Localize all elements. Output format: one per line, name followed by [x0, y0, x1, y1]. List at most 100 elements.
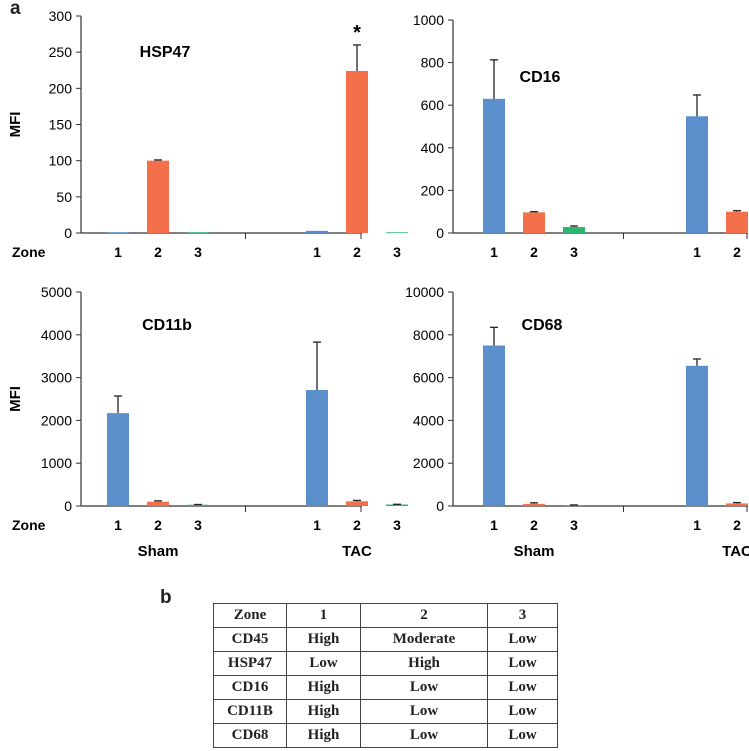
table-cell: High — [286, 723, 361, 748]
y-tick-label: 0 — [436, 225, 444, 241]
bar — [346, 501, 368, 506]
x-tick-label: 1 — [313, 517, 321, 533]
y-tick-label: 50 — [56, 189, 72, 205]
bar — [483, 345, 505, 506]
y-tick-label: 1000 — [413, 12, 444, 28]
table-cell: CD11B — [213, 699, 287, 724]
table-header-cell: Zone — [213, 603, 287, 628]
y-tick-label: 600 — [421, 97, 445, 113]
table-cell: Low — [360, 699, 488, 724]
bar — [147, 501, 169, 506]
panel-label-b: b — [160, 587, 172, 608]
table-row: CD11B High Low Low — [213, 699, 558, 724]
chart-title: CD11b — [142, 317, 192, 334]
bar — [523, 212, 545, 233]
table-cell: Low — [360, 723, 488, 748]
x-tick-label: 1 — [490, 517, 498, 533]
bar — [306, 230, 328, 233]
chart-title: CD68 — [522, 317, 563, 334]
bar — [187, 504, 209, 506]
x-tick-label: 1 — [490, 244, 498, 260]
y-tick-label: 0 — [64, 225, 72, 241]
bar — [726, 211, 748, 233]
y-tick-label: 800 — [421, 55, 445, 71]
zone-summary-table: Zone 1 2 3 CD45 High Moderate Low HSP47 Low High L… — [213, 603, 558, 748]
y-tick-label: 2000 — [413, 455, 444, 471]
table-row: HSP47 Low High Low — [213, 651, 558, 676]
table-cell: High — [286, 699, 361, 724]
x-axis-zone-label: Zone — [12, 517, 46, 533]
x-tick-label: 3 — [194, 244, 202, 260]
x-tick-label: 3 — [570, 517, 578, 533]
table-cell: CD45 — [213, 627, 287, 652]
y-tick-label: 4000 — [413, 412, 444, 428]
bar — [306, 390, 328, 506]
y-tick-label: 4000 — [41, 327, 72, 343]
bar — [686, 116, 708, 233]
y-tick-label: 8000 — [413, 327, 444, 343]
x-tick-label: 2 — [530, 244, 538, 260]
y-tick-label: 3000 — [41, 370, 72, 386]
y-tick-label: 300 — [49, 8, 73, 24]
y-tick-label: 1000 — [41, 455, 72, 471]
x-tick-label: 1 — [693, 517, 701, 533]
bar — [686, 365, 708, 506]
table-header-cell: 1 — [286, 603, 361, 628]
table-header-row: Zone 1 2 3 — [213, 603, 558, 628]
x-tick-label: 2 — [353, 244, 361, 260]
y-tick-label: 100 — [49, 153, 73, 169]
bar — [386, 232, 408, 234]
x-tick-label: 1 — [693, 244, 701, 260]
y-tick-label: 0 — [436, 498, 444, 514]
group-label: TAC — [722, 543, 749, 560]
x-tick-label: 3 — [194, 517, 202, 533]
table-row: CD45 High Moderate Low — [213, 627, 558, 652]
y-axis-label: MFI — [7, 112, 24, 138]
y-tick-label: 150 — [49, 117, 73, 133]
group-label: Sham — [514, 543, 555, 560]
x-tick-label: 3 — [393, 517, 401, 533]
x-tick-label: 1 — [313, 244, 321, 260]
y-axis-label: MFI — [7, 386, 24, 412]
x-tick-label: 2 — [353, 517, 361, 533]
y-tick-label: 10000 — [405, 284, 444, 300]
table-cell: High — [286, 675, 361, 700]
x-tick-label: 2 — [733, 244, 741, 260]
x-tick-label: 2 — [530, 517, 538, 533]
group-label: Sham — [138, 543, 179, 560]
table-cell: Low — [487, 699, 558, 724]
y-tick-label: 400 — [421, 140, 445, 156]
significance-marker: * — [353, 22, 361, 44]
table-cell: Low — [360, 675, 488, 700]
x-tick-label: 2 — [733, 517, 741, 533]
y-tick-label: 0 — [64, 498, 72, 514]
x-tick-label: 2 — [154, 244, 162, 260]
bar — [107, 413, 129, 506]
table-cell: High — [360, 651, 488, 676]
table-cell: Moderate — [360, 627, 488, 652]
bar — [346, 70, 368, 234]
x-axis-zone-label: Zone — [12, 244, 46, 260]
table-row: CD16 High Low Low — [213, 675, 558, 700]
table-body: CD45 High Moderate Low HSP47 Low High Low CD16 Hi… — [213, 627, 558, 748]
x-tick-label: 3 — [570, 244, 578, 260]
table-cell: Low — [487, 723, 558, 748]
chart-title: HSP47 — [140, 44, 191, 61]
x-tick-label: 1 — [114, 517, 122, 533]
bar — [107, 232, 129, 234]
y-tick-label: 200 — [421, 182, 445, 198]
y-tick-label: 2000 — [41, 412, 72, 428]
table-cell: CD68 — [213, 723, 287, 748]
panel-label-a: a — [10, 0, 21, 19]
y-tick-label: 6000 — [413, 370, 444, 386]
y-tick-label: 200 — [49, 80, 73, 96]
bar — [523, 503, 545, 506]
bar — [386, 504, 408, 506]
bar — [563, 227, 585, 233]
table-cell: High — [286, 627, 361, 652]
x-tick-label: 3 — [393, 244, 401, 260]
group-label: TAC — [342, 543, 372, 560]
table-cell: CD16 — [213, 675, 287, 700]
table-cell: HSP47 — [213, 651, 287, 676]
x-tick-label: 1 — [114, 244, 122, 260]
